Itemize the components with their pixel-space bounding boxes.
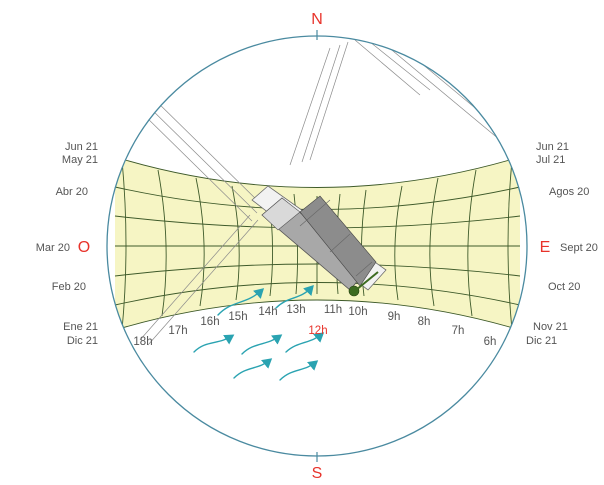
wind-arrow: [241, 334, 283, 355]
hour-label: 14h: [258, 306, 277, 318]
hour-label: 10h: [348, 306, 367, 318]
hour-label: 16h: [200, 316, 219, 328]
wind-arrows: [193, 284, 325, 381]
south-label: S: [312, 465, 323, 482]
hour-label: 18h: [133, 336, 152, 348]
wind-arrow: [279, 360, 319, 381]
wind-arrow: [285, 332, 325, 353]
hour-label: 9h: [388, 311, 401, 323]
east-label: E: [540, 239, 551, 256]
date-label-left: Abr 20: [56, 186, 88, 198]
date-label-left: Feb 20: [52, 281, 86, 293]
north-label: N: [311, 11, 323, 28]
dates-right: Jun 21 Jul 21 Agos 20 Sept 20 Oct 20 Nov…: [526, 141, 598, 347]
wind-arrow: [233, 358, 273, 379]
date-label-right: Dic 21: [526, 335, 557, 347]
hour-label: 7h: [452, 325, 465, 337]
date-label-left: Mar 20: [36, 242, 70, 254]
building: [251, 185, 387, 297]
date-label-right: Jun 21: [536, 141, 569, 153]
date-label-left: Ene 21: [63, 321, 98, 333]
wind-arrow: [193, 334, 235, 353]
wind-arrow: [275, 284, 314, 309]
date-label-right: Agos 20: [549, 186, 589, 198]
hour-labels: 18h 17h 16h 15h 14h 13h 12h 11h 10h 9h 8…: [133, 304, 496, 348]
hour-label: 13h: [286, 304, 305, 316]
street-lines: [139, 36, 511, 346]
hour-label: 8h: [418, 316, 431, 328]
west-label: O: [78, 239, 90, 256]
wind-arrow: [217, 288, 265, 316]
date-label-left: Dic 21: [67, 335, 98, 347]
date-label-right: Jul 21: [536, 154, 565, 166]
dates-left: Jun 21 May 21 Abr 20 Mar 20 Feb 20 Ene 2…: [36, 141, 98, 347]
hour-label: 11h: [324, 304, 342, 316]
hour-label-noon: 12h: [308, 325, 327, 337]
date-label-left: Jun 21: [65, 141, 98, 153]
date-label-right: Sept 20: [560, 242, 598, 254]
hour-label: 17h: [168, 325, 187, 337]
hour-label: 6h: [484, 336, 497, 348]
hour-label: 15h: [228, 311, 247, 323]
date-label-right: Nov 21: [533, 321, 568, 333]
date-label-left: May 21: [62, 154, 98, 166]
date-label-right: Oct 20: [548, 281, 580, 293]
